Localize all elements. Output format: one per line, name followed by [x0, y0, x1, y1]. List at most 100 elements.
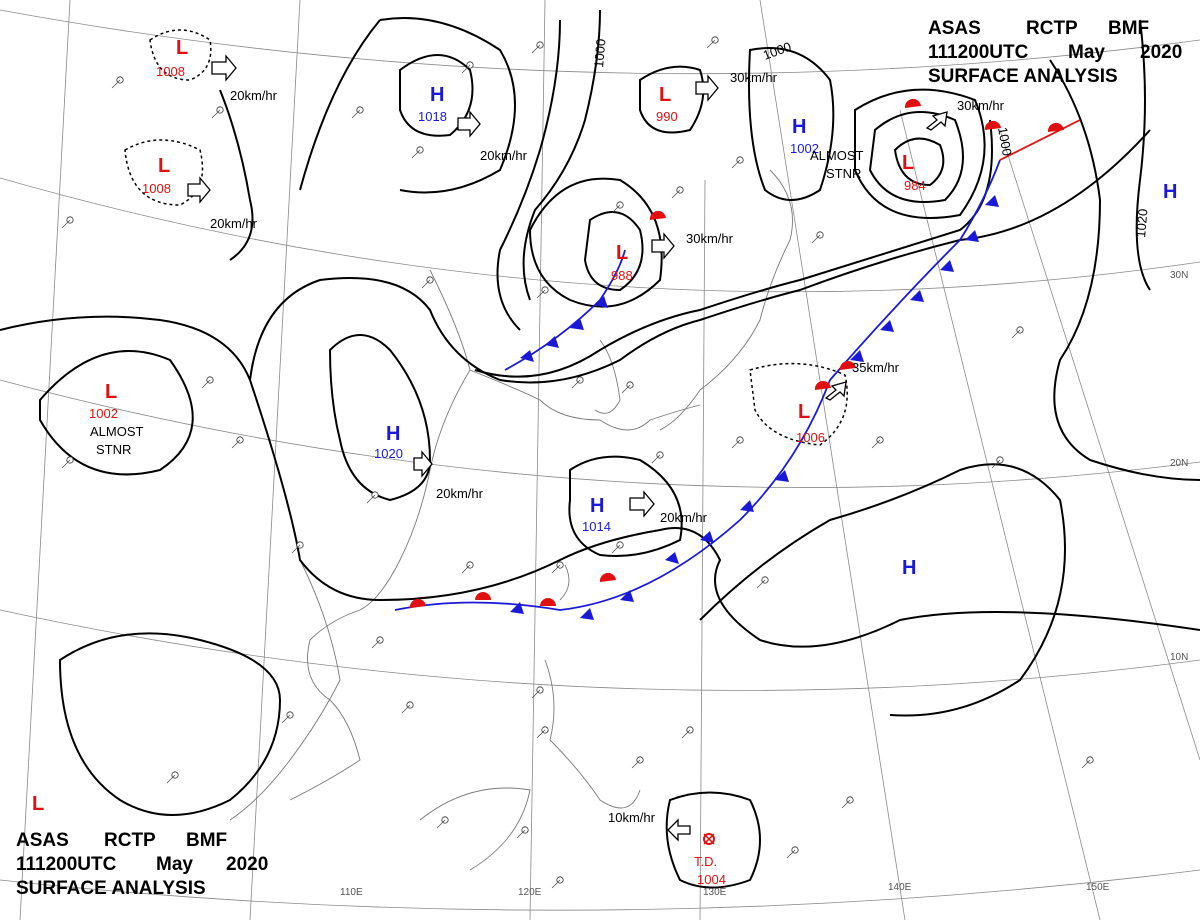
isobar — [522, 9, 601, 301]
wind-barb — [166, 774, 176, 784]
td-label: T.D. — [694, 854, 717, 869]
note-line: STNR — [96, 442, 131, 457]
low-symbol: L — [798, 401, 810, 423]
wind-barb — [211, 109, 221, 119]
motion-labels: 20km/hr 20km/hr 20km/hr 30km/hr 30km/hr … — [210, 70, 1005, 825]
wind-barb — [621, 384, 631, 394]
motion-arrows — [187, 54, 948, 842]
wind-barb — [706, 39, 716, 49]
wind-barb — [421, 279, 431, 289]
motion-arrow — [667, 818, 691, 842]
isobar — [893, 137, 945, 187]
isobar — [399, 54, 474, 137]
header-agency: ASAS — [928, 18, 981, 39]
header-time: 111200UTC — [16, 854, 117, 875]
wind-barb — [436, 819, 446, 829]
longitude-line-160e — [999, 129, 1200, 761]
longitude-line-100e — [19, 0, 71, 920]
cold-front-east — [829, 159, 1001, 381]
low-symbol: L — [32, 793, 44, 815]
isobar — [699, 463, 1066, 717]
wind-barb — [551, 879, 561, 889]
high-pressure-value: 1002 — [790, 141, 819, 156]
isobar — [219, 89, 254, 261]
wind-barb — [991, 459, 1001, 469]
wind-barb — [536, 729, 546, 739]
low-pressure-value: 1006 — [796, 430, 825, 445]
wind-barb — [841, 799, 851, 809]
wind-barb — [811, 234, 821, 244]
note-line: STNR — [826, 166, 861, 181]
isobar-1000 — [474, 119, 993, 378]
motion-arrow — [824, 381, 847, 401]
isobar-1020 — [1135, 19, 1151, 291]
borneo-coast — [419, 787, 531, 871]
coastlines — [229, 169, 793, 871]
motion-arrow — [457, 110, 481, 138]
stationary-notes: ALMOST STNR ALMOST STNR — [90, 148, 864, 457]
motion-arrow — [413, 450, 433, 478]
wind-barb — [651, 454, 661, 464]
longitude-label: 150E — [1086, 882, 1110, 893]
header-month: May — [1068, 42, 1105, 63]
motion-label: 10km/hr — [608, 810, 656, 825]
isobar — [568, 455, 683, 557]
chart-header-top: ASAS RCTP BMF 111200UTC May 2020 SURFACE… — [928, 18, 1182, 87]
high-symbol: H — [590, 495, 604, 517]
isobar — [528, 177, 663, 308]
header-center: RCTP — [1026, 18, 1078, 39]
cold-front-north — [504, 249, 626, 371]
longitude-label: 120E — [518, 887, 542, 898]
wind-barb — [461, 64, 471, 74]
header-title: SURFACE ANALYSIS — [16, 878, 206, 899]
header-type: BMF — [1108, 18, 1149, 39]
isobar — [665, 791, 761, 889]
fronts — [394, 98, 1081, 620]
isobar — [1049, 59, 1200, 481]
wind-barb — [531, 689, 541, 699]
header-type: BMF — [186, 830, 227, 851]
high-symbol: H — [430, 84, 444, 106]
asia-coast — [289, 269, 701, 801]
wind-barb — [571, 379, 581, 389]
tropical-depression: T.D. 1004 — [694, 833, 726, 887]
wind-barb — [291, 544, 301, 554]
wind-barb — [1011, 329, 1021, 339]
isobar-dashed — [749, 362, 848, 446]
latitude-label: 10N — [1170, 652, 1188, 663]
high-symbol: H — [792, 116, 806, 138]
chart-header-bottom: ASAS RCTP BMF 111200UTC May 2020 SURFACE… — [16, 830, 268, 899]
latitude-label: 20N — [1170, 458, 1188, 469]
high-symbol: H — [902, 557, 916, 579]
motion-label: 30km/hr — [686, 231, 734, 246]
motion-label: 20km/hr — [436, 486, 484, 501]
japan-coast — [659, 169, 793, 431]
motion-arrow — [187, 176, 211, 204]
longitude-label: 140E — [888, 882, 912, 893]
isobar — [496, 19, 561, 331]
isobar-label: 1000 — [761, 39, 793, 63]
isobars-dashed — [124, 29, 848, 446]
isobar-label: 1000 — [995, 126, 1015, 157]
low-symbol: L — [176, 37, 188, 59]
isobar — [58, 632, 282, 816]
latitude-line-0 — [0, 869, 1200, 911]
wind-barb — [671, 189, 681, 199]
td-pressure-value: 1004 — [697, 872, 726, 887]
wind-barb — [351, 109, 361, 119]
wind-barb — [366, 494, 376, 504]
header-year: 2020 — [226, 854, 268, 875]
motion-arrow — [651, 232, 675, 260]
longitude-line-120e — [529, 0, 546, 920]
wind-barb — [411, 149, 421, 159]
isobar — [0, 315, 1200, 648]
wind-barb — [281, 714, 291, 724]
wind-barb — [231, 439, 241, 449]
philippines-coast — [544, 659, 641, 809]
low-symbol: L — [659, 84, 671, 106]
td-symbol-mark — [703, 833, 715, 845]
cold-front-triangles — [510, 195, 999, 620]
